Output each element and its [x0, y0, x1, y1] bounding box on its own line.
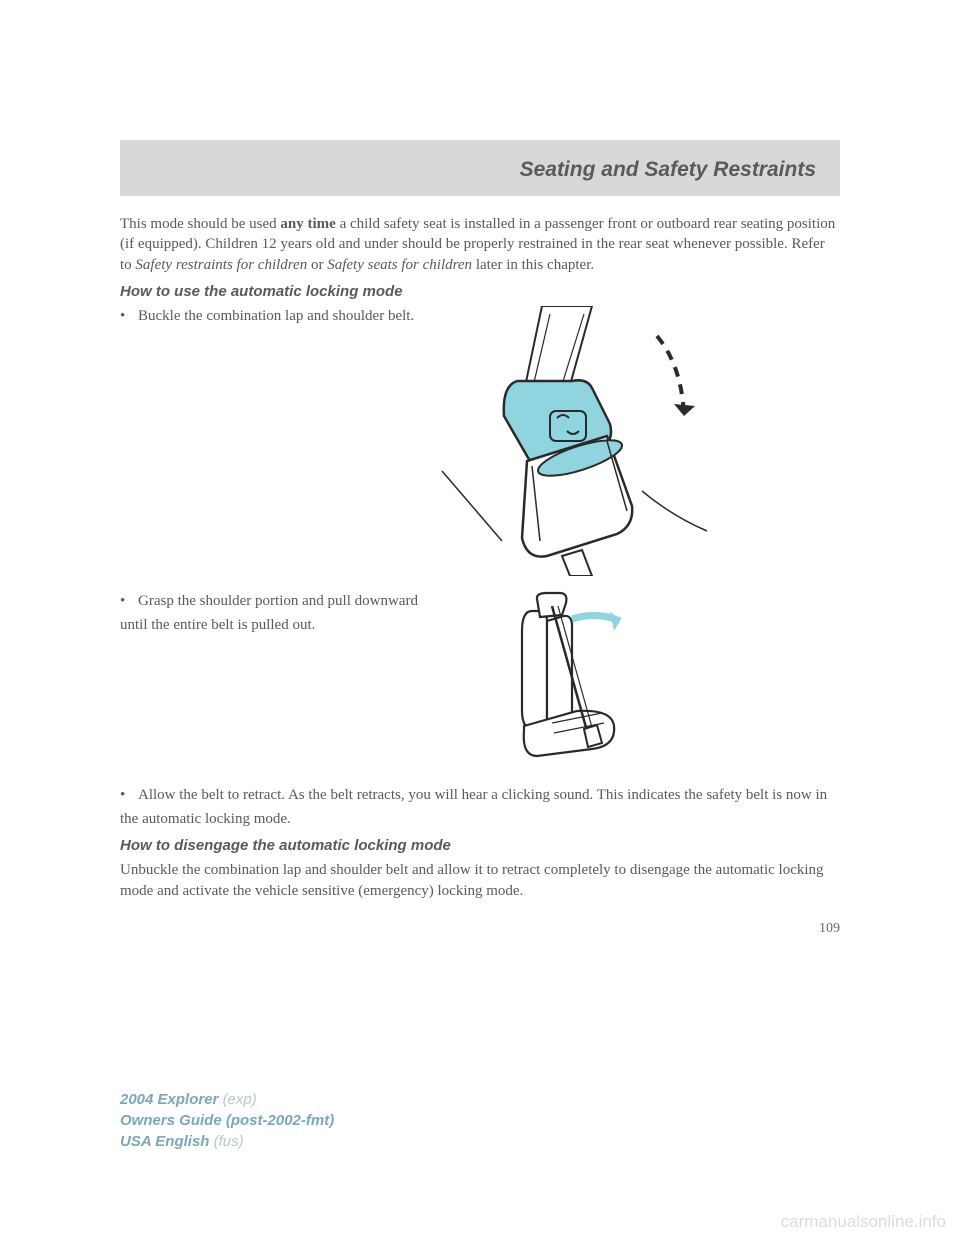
bullet-2-text: Grasp the shoulder portion and pull down…	[120, 593, 418, 633]
footer-line-2: Owners Guide (post-2002-fmt)	[120, 1110, 334, 1131]
chapter-title: Seating and Safety Restraints	[520, 158, 816, 181]
intro-pre: This mode should be used	[120, 216, 280, 232]
disengage-paragraph: Unbuckle the combination lap and shoulde…	[120, 860, 840, 901]
footer-line-3: USA English (fus)	[120, 1131, 334, 1152]
footer-model-code: (exp)	[223, 1091, 257, 1108]
bullet-3-text: Allow the belt to retract. As the belt r…	[120, 787, 827, 827]
intro-ital2: Safety seats for children	[327, 257, 472, 273]
bullet-dot: •	[120, 306, 134, 326]
page-number: 109	[120, 921, 840, 937]
chapter-header: Seating and Safety Restraints	[120, 140, 840, 196]
seatbelt-buckle-illustration	[432, 306, 732, 576]
bullet-3-row: • Allow the belt to retract. As the belt…	[120, 785, 840, 830]
intro-ital1: Safety restraints for children	[135, 257, 307, 273]
intro-or: or	[307, 257, 327, 273]
subheading-disengage: How to disengage the automatic locking m…	[120, 837, 840, 854]
intro-post: later in this chapter.	[472, 257, 594, 273]
figure-seat-pull	[492, 591, 642, 771]
subheading-use-mode: How to use the automatic locking mode	[120, 283, 840, 300]
seat-pull-illustration	[492, 591, 642, 766]
page-content: Seating and Safety Restraints This mode …	[0, 0, 960, 937]
watermark-text: carmanualsonline.info	[781, 1212, 946, 1232]
footer-guide: Owners Guide (post-2002-fmt)	[120, 1112, 334, 1129]
bullet-1-row: • Buckle the combination lap and shoulde…	[120, 306, 840, 581]
footer-lang: USA English	[120, 1133, 214, 1150]
figure-buckle	[432, 306, 732, 581]
intro-paragraph: This mode should be used any time a chil…	[120, 214, 840, 275]
bullet-1-text: Buckle the combination lap and shoulder …	[138, 308, 414, 324]
footer-lang-code: (fus)	[214, 1133, 244, 1150]
footer-line-1: 2004 Explorer (exp)	[120, 1089, 334, 1110]
footer-model: 2004 Explorer	[120, 1091, 223, 1108]
bullet-dot: •	[120, 785, 134, 805]
intro-bold: any time	[280, 216, 335, 232]
footer-block: 2004 Explorer (exp) Owners Guide (post-2…	[120, 1089, 334, 1152]
bullet-dot: •	[120, 591, 134, 611]
bullet-2-row: • Grasp the shoulder portion and pull do…	[120, 591, 840, 771]
